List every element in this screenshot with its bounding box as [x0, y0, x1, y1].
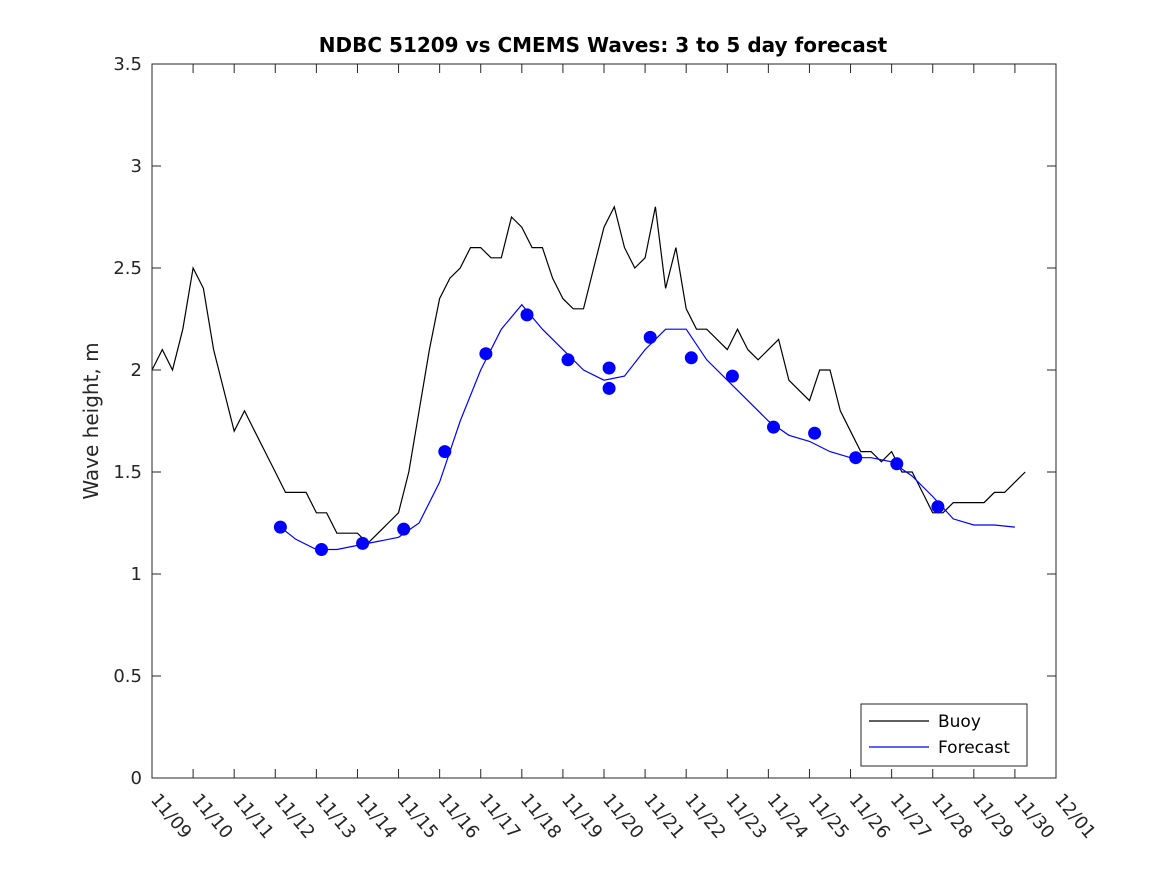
forecast-marker — [602, 361, 616, 375]
forecast-marker — [725, 369, 739, 383]
forecast-marker — [890, 457, 904, 471]
y-tick-label: 3.5 — [113, 54, 142, 75]
legend-label-forecast: Forecast — [938, 738, 1010, 758]
y-tick-label: 3 — [131, 156, 142, 177]
y-tick-label: 2.5 — [113, 258, 142, 279]
forecast-marker — [643, 330, 657, 344]
forecast-marker — [561, 353, 575, 367]
chart-title: NDBC 51209 vs CMEMS Waves: 3 to 5 day fo… — [319, 33, 888, 57]
y-tick-label: 0 — [131, 768, 142, 789]
forecast-marker — [356, 536, 370, 550]
series-line-buoy — [151, 205, 1026, 545]
forecast-marker — [684, 351, 698, 365]
legend-box — [860, 703, 1028, 767]
y-tick-label: 0.5 — [113, 666, 142, 687]
forecast-marker — [397, 522, 411, 536]
legend: Buoy Forecast — [860, 703, 1028, 767]
forecast-marker — [931, 500, 945, 514]
y-axis-label: Wave height, m — [79, 342, 103, 499]
y-tick-label: 1 — [131, 564, 142, 585]
forecast-marker — [273, 520, 287, 534]
forecast-marker — [479, 347, 493, 361]
y-tick-label: 2 — [131, 360, 142, 381]
forecast-marker — [767, 420, 780, 434]
forecast-marker — [520, 308, 534, 322]
plot-area — [151, 205, 1026, 556]
forecast-marker — [438, 445, 452, 459]
forecast-marker — [849, 451, 863, 465]
forecast-marker — [315, 543, 328, 556]
legend-label-buoy: Buoy — [938, 712, 981, 732]
y-tick-label: 1.5 — [113, 462, 142, 483]
forecast-marker — [808, 426, 822, 440]
forecast-marker — [602, 381, 616, 395]
